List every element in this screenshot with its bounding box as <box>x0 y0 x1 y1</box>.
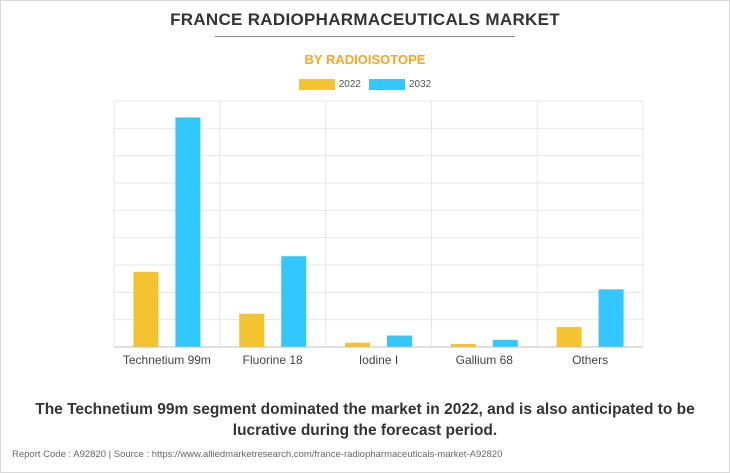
legend-swatch-2022 <box>298 79 335 90</box>
bar-2022-fluorine-18[interactable] <box>239 313 265 347</box>
legend-item-2022[interactable]: 2022 <box>298 79 361 90</box>
legend-label-2022: 2022 <box>338 79 361 90</box>
x-tick-label: Gallium 68 <box>456 353 514 367</box>
bar-2032-gallium-68[interactable] <box>492 339 518 347</box>
bars <box>133 117 624 348</box>
bar-2032-technetium-99m[interactable] <box>175 117 201 348</box>
bar-2032-others[interactable] <box>598 289 624 347</box>
summary-text: The Technetium 99m segment dominated the… <box>35 401 695 439</box>
bar-2022-others[interactable] <box>556 327 582 347</box>
bar-2022-iodine-i[interactable] <box>345 342 370 347</box>
x-tick-label: Others <box>572 353 608 367</box>
chart-legend: 2022 2032 <box>0 79 730 90</box>
bar-2032-iodine-i[interactable] <box>387 335 412 347</box>
x-axis: Technetium 99m Fluorine 18 Iodine I Gallium… <box>114 346 643 367</box>
gridlines <box>113 100 644 347</box>
title-divider <box>215 36 515 37</box>
report-footer: Report Code : A92820 | Source : https://… <box>12 449 503 460</box>
legend-label-2032: 2032 <box>409 79 432 90</box>
legend-item-2032[interactable]: 2032 <box>369 79 431 90</box>
bar-chart: Technetium 99m Fluorine 18 Iodine I Gallium… <box>113 100 644 367</box>
bar-2022-gallium-68[interactable] <box>450 343 476 347</box>
bar-2022-technetium-99m[interactable] <box>133 271 159 347</box>
chart-subtitle: BY RADIOISOTOPE <box>304 52 426 67</box>
legend-swatch-2032 <box>369 79 405 90</box>
chart-title: FRANCE RADIOPHARMACEUTICALS MARKET <box>170 10 560 29</box>
bar-2032-fluorine-18[interactable] <box>281 256 307 347</box>
x-tick-label: Technetium 99m <box>123 353 211 367</box>
x-tick-label: Iodine I <box>359 353 398 367</box>
x-tick-label: Fluorine 18 <box>243 353 303 367</box>
